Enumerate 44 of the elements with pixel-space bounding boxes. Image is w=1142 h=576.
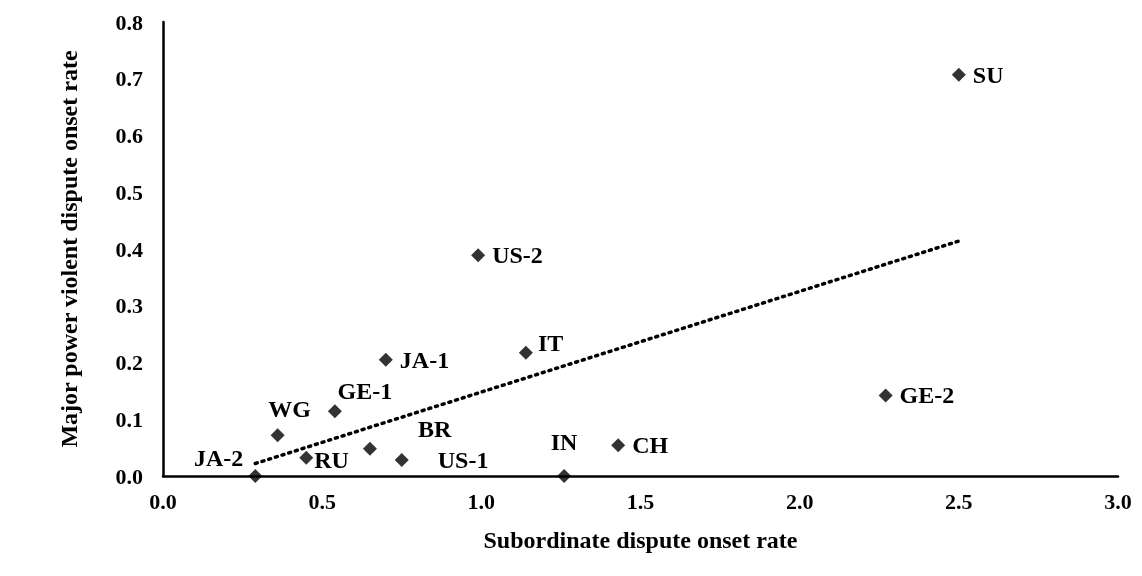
x-tick-label: 0.0 [149, 488, 177, 514]
annotation: GE-1 [337, 378, 393, 405]
x-tick-label: 2.0 [785, 488, 814, 514]
point [878, 388, 893, 403]
y-tick-label: 0.2 [115, 350, 143, 375]
y-axis-title: Major power violent dispute onset rate [56, 50, 82, 448]
y-tick-label: 0.8 [115, 9, 143, 35]
point [394, 453, 409, 468]
x-tick-label: 1.5 [626, 488, 655, 514]
annotation: RU [314, 446, 349, 473]
point [518, 345, 533, 360]
point [327, 404, 342, 419]
x-tick-label: 3.0 [1104, 488, 1132, 514]
point [611, 438, 626, 453]
y-tick-label: 0.7 [115, 66, 143, 92]
annotation: IT [537, 329, 564, 356]
point [951, 67, 966, 82]
y-tick-label: 0.1 [115, 406, 143, 432]
annotation: SU [972, 61, 1004, 88]
point [471, 248, 486, 263]
x-axis-title: Subordinate dispute onset rate [483, 527, 798, 553]
x-tick-label: 2.5 [945, 488, 973, 514]
annotation: JA-1 [399, 346, 450, 373]
point [362, 441, 377, 456]
y-tick-label: 0.5 [115, 179, 143, 205]
annotation: CH [632, 432, 669, 459]
point [299, 450, 314, 465]
y-tick-label: 0.0 [115, 463, 143, 489]
x-tick-label: 1.0 [467, 488, 496, 514]
point [557, 469, 572, 483]
annotation: BR [417, 415, 452, 442]
y-tick-label: 0.4 [115, 236, 143, 262]
annotation: WG [268, 396, 312, 423]
x-tick-label: 0.5 [308, 488, 336, 514]
point [248, 469, 263, 483]
point [378, 352, 393, 367]
point [270, 428, 285, 443]
annotation: GE-2 [899, 382, 955, 409]
annotation: US-2 [492, 242, 543, 269]
annotation: IN [550, 429, 579, 455]
annotation: US-1 [437, 447, 489, 474]
y-tick-label: 0.3 [115, 293, 143, 319]
y-tick-label: 0.6 [115, 123, 143, 148]
annotation: JA-2 [193, 445, 244, 471]
